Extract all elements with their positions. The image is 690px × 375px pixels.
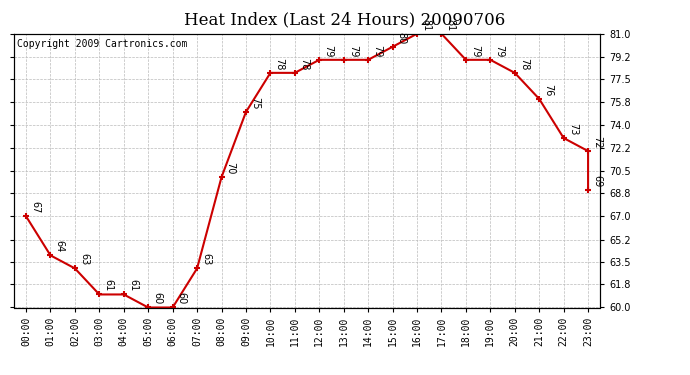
Text: 79: 79 <box>495 45 504 57</box>
Text: 73: 73 <box>568 123 578 135</box>
Text: 79: 79 <box>348 45 358 57</box>
Text: 80: 80 <box>397 32 406 44</box>
Text: 76: 76 <box>543 84 553 96</box>
Text: 64: 64 <box>55 240 65 253</box>
Text: 63: 63 <box>201 254 211 266</box>
Text: 78: 78 <box>519 58 529 70</box>
Text: 75: 75 <box>250 97 260 109</box>
Text: 70: 70 <box>226 162 236 174</box>
Text: 67: 67 <box>30 201 40 213</box>
Text: 79: 79 <box>373 45 382 57</box>
Text: Heat Index (Last 24 Hours) 20090706: Heat Index (Last 24 Hours) 20090706 <box>184 11 506 28</box>
Text: 61: 61 <box>128 279 138 292</box>
Text: 79: 79 <box>324 45 333 57</box>
Text: 69: 69 <box>592 175 602 188</box>
Text: 78: 78 <box>275 58 284 70</box>
Text: Copyright 2009 Cartronics.com: Copyright 2009 Cartronics.com <box>17 39 187 49</box>
Text: 81: 81 <box>421 19 431 31</box>
Text: 63: 63 <box>79 254 89 266</box>
Text: 72: 72 <box>592 136 602 148</box>
Text: 78: 78 <box>299 58 309 70</box>
Text: 81: 81 <box>446 19 455 31</box>
Text: 60: 60 <box>177 292 187 305</box>
Text: 79: 79 <box>470 45 480 57</box>
Text: 60: 60 <box>152 292 162 305</box>
Text: 61: 61 <box>104 279 113 292</box>
